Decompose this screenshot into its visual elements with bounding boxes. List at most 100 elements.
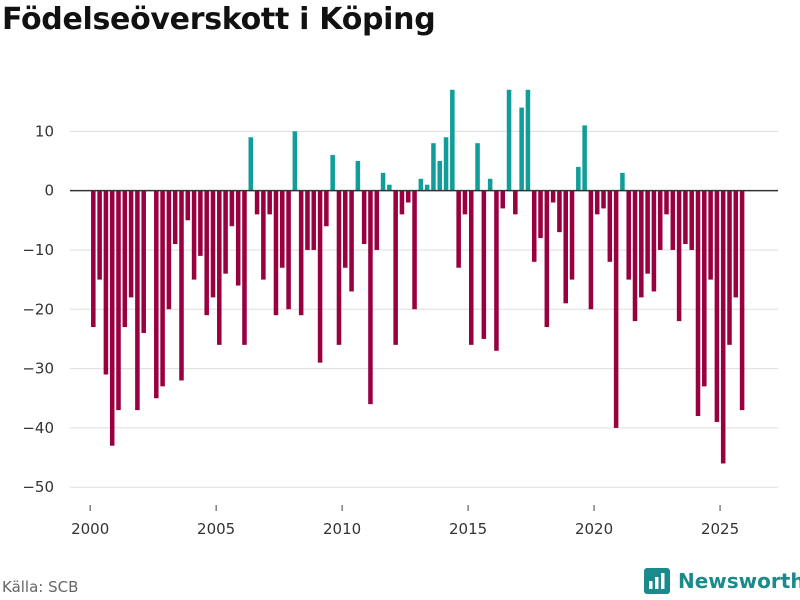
- bar: [513, 190, 518, 215]
- y-tick-label: 0: [44, 182, 54, 200]
- bar: [563, 190, 568, 304]
- bar: [374, 190, 380, 250]
- bar: [613, 190, 619, 428]
- bar: [468, 190, 474, 345]
- bar: [727, 190, 732, 345]
- bar: [418, 178, 424, 191]
- bar: [217, 190, 222, 345]
- bar: [506, 89, 512, 191]
- bar: [141, 190, 146, 333]
- bar: [651, 190, 657, 292]
- bar: [336, 190, 342, 345]
- bar: [109, 190, 115, 446]
- bar: [462, 190, 468, 215]
- bar: [292, 131, 298, 191]
- bar: [185, 190, 191, 221]
- bar: [702, 190, 707, 387]
- source-note: Källa: SCB: [2, 578, 79, 596]
- bar: [261, 190, 266, 280]
- bar: [128, 190, 134, 298]
- y-tick-label: −50: [22, 478, 54, 496]
- bar: [676, 190, 682, 322]
- bar: [689, 190, 694, 250]
- bar: [626, 190, 631, 280]
- bar: [639, 190, 644, 298]
- bar: [588, 190, 594, 310]
- bar: [405, 190, 411, 203]
- bar: [450, 89, 455, 191]
- y-tick-label: −20: [22, 300, 54, 318]
- bar: [525, 89, 531, 191]
- bar: [298, 190, 304, 316]
- x-tick-label: 2025: [701, 520, 739, 538]
- bar: [632, 190, 638, 322]
- bars: [91, 89, 745, 464]
- bar: [116, 190, 121, 411]
- bar: [733, 190, 739, 298]
- bar: [544, 190, 550, 328]
- bar: [500, 190, 506, 209]
- bar: [670, 190, 676, 250]
- bar: [645, 190, 650, 274]
- bar: [280, 190, 285, 268]
- bar: [538, 190, 543, 239]
- y-tick-label: −40: [22, 419, 54, 437]
- bar: [683, 190, 688, 245]
- bar: [135, 190, 140, 411]
- bar: [720, 190, 726, 464]
- bar: [210, 190, 216, 298]
- bar: [412, 190, 417, 310]
- bar: [154, 190, 159, 399]
- bar: [424, 184, 430, 191]
- bar: [342, 190, 348, 268]
- bar: [286, 190, 291, 310]
- bar: [569, 190, 575, 280]
- bar: [657, 190, 663, 250]
- bar: [311, 190, 317, 250]
- bar: [242, 190, 247, 345]
- newsworthy-logo-icon: [644, 568, 670, 594]
- bar: [437, 160, 443, 191]
- chart-title: Födelseöverskott i Köping: [2, 2, 436, 37]
- bar: [305, 190, 310, 250]
- bar: [324, 190, 329, 227]
- bar: [708, 190, 713, 280]
- bar: [204, 190, 209, 316]
- bar: [475, 143, 480, 191]
- x-tick-label: 2000: [71, 520, 109, 538]
- bar: [229, 190, 235, 227]
- bar: [594, 190, 600, 215]
- bar: [443, 137, 449, 191]
- bar: [166, 190, 172, 310]
- x-tick-label: 2005: [197, 520, 235, 538]
- bar: [399, 190, 405, 215]
- bar: [179, 190, 184, 381]
- bar: [172, 190, 178, 245]
- y-tick-label: −30: [22, 360, 54, 378]
- bar: [355, 160, 361, 191]
- bar: [254, 190, 260, 215]
- bar: [235, 190, 241, 286]
- bar: [368, 190, 373, 405]
- bar: [273, 190, 279, 316]
- bar: [582, 125, 587, 191]
- brand-name: Newsworthy: [678, 569, 800, 593]
- bar: [456, 190, 461, 268]
- bar: [160, 190, 165, 387]
- bar: [519, 107, 524, 191]
- bar: [191, 190, 197, 280]
- bar: [481, 190, 487, 339]
- bar: [620, 172, 625, 191]
- bar: [393, 190, 398, 345]
- bar: [103, 190, 109, 375]
- bar: [387, 184, 392, 191]
- bar: [97, 190, 102, 280]
- bar: [317, 190, 323, 363]
- axes: 10 0 −10 −20 −30 −40 −50 2000 2005 2010 2015 2020 20…: [22, 122, 778, 538]
- bar: [223, 190, 228, 274]
- bar: [91, 190, 96, 328]
- bar: [122, 190, 128, 328]
- gridlines: [70, 130, 778, 488]
- bar: [576, 166, 581, 191]
